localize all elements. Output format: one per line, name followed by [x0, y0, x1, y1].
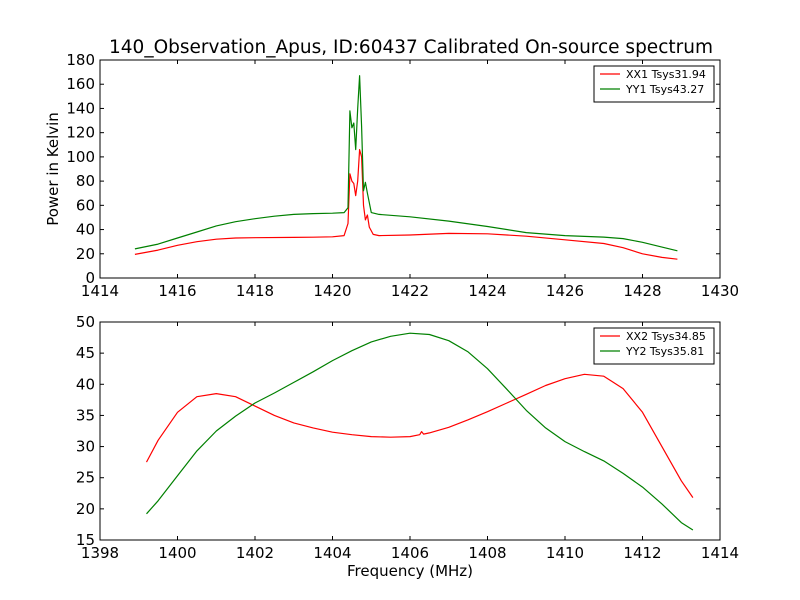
y-tick-label: 15: [76, 531, 95, 549]
y-tick-label: 120: [66, 124, 95, 142]
y-tick-label: 20: [76, 245, 95, 263]
x-tick-label: 1404: [313, 544, 351, 562]
x-tick-label: 1410: [546, 544, 584, 562]
legend-box: [593, 65, 715, 103]
y-tick-label: 180: [66, 51, 95, 69]
x-tick-label: 1428: [623, 282, 661, 300]
legend-label: XX2 Tsys34.85: [626, 330, 706, 343]
x-tick-label: 1418: [236, 282, 274, 300]
y-axis-title: Power in Kelvin: [44, 112, 62, 226]
y-tick-label: 40: [76, 375, 95, 393]
x-axis-title: Frequency (MHz): [347, 562, 473, 580]
legend-label: YY2 Tsys35.81: [625, 345, 704, 358]
y-tick-label: 80: [76, 172, 95, 190]
x-tick-label: 1398: [81, 544, 119, 562]
x-tick-label: 1422: [391, 282, 429, 300]
x-tick-label: 1402: [236, 544, 274, 562]
series-line: [134, 149, 678, 260]
y-tick-label: 25: [76, 469, 95, 487]
x-tick-label: 1426: [546, 282, 584, 300]
y-tick-label: 140: [66, 99, 95, 117]
x-tick-label: 1414: [81, 282, 119, 300]
x-tick-label: 1424: [468, 282, 506, 300]
y-tick-label: 30: [76, 438, 95, 456]
x-tick-label: 1412: [623, 544, 661, 562]
legend: XX1 Tsys31.94 YY1 Tsys43.27: [593, 65, 715, 103]
legend: XX2 Tsys34.85 YY2 Tsys35.81: [593, 327, 715, 365]
y-tick-label: 20: [76, 500, 95, 518]
figure-title: 140_Observation_Apus, ID:60437 Calibrate…: [109, 37, 713, 58]
x-tick-label: 1408: [468, 544, 506, 562]
legend-label: YY1 Tsys43.27: [625, 83, 704, 96]
y-tick-label: 50: [76, 313, 95, 331]
y-tick-label: 160: [66, 75, 95, 93]
y-tick-label: 35: [76, 406, 95, 424]
x-tick-label: 1406: [391, 544, 429, 562]
series-line: [145, 373, 694, 498]
y-tick-label: 45: [76, 344, 95, 362]
x-tick-label: 1416: [158, 282, 196, 300]
x-tick-label: 1414: [701, 544, 739, 562]
top-spectrum-panel: 1414 1416 1418 1420 1422 1424 1426 1428 1430 0 20 4…: [44, 51, 739, 300]
legend-box: [593, 327, 715, 365]
x-tick-label: 1430: [701, 282, 739, 300]
y-tick-label: 100: [66, 148, 95, 166]
y-tick-label: 0: [85, 269, 95, 287]
legend-label: XX1 Tsys31.94: [626, 68, 706, 81]
x-tick-label: 1400: [158, 544, 196, 562]
series-line: [134, 75, 678, 252]
x-tick-label: 1420: [313, 282, 351, 300]
series-line: [146, 332, 694, 531]
y-tick-label: 40: [76, 221, 95, 239]
bottom-spectrum-panel: 1398 1400 1402 1404 1406 1408 1410 1412 1414 15 20…: [76, 313, 739, 580]
y-tick-label: 60: [76, 196, 95, 214]
